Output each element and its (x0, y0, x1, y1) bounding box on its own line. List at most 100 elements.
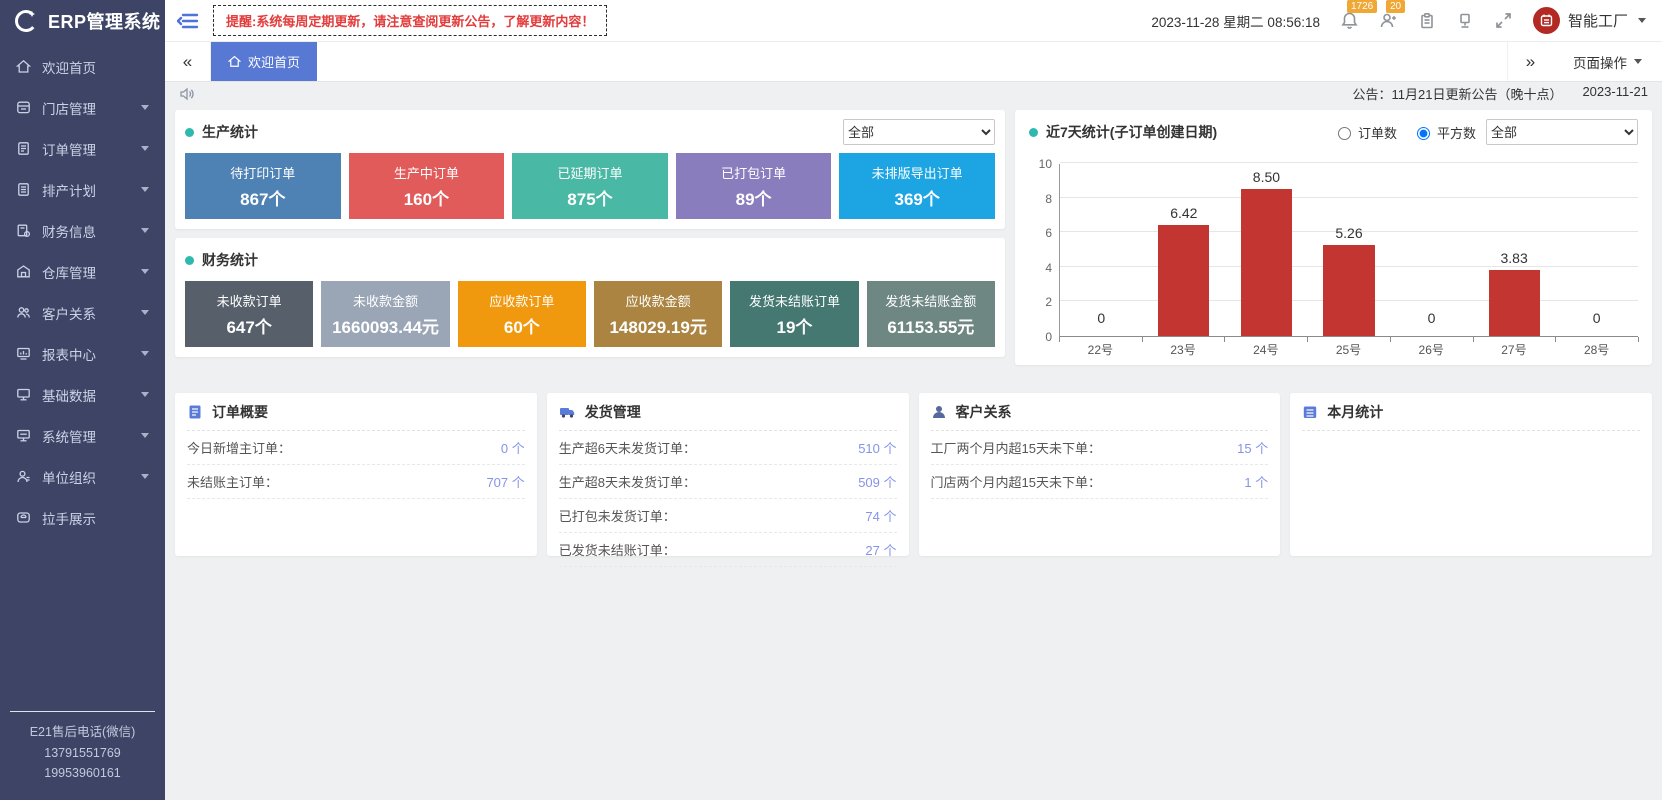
sidebar-item-orders[interactable]: 订单管理 (0, 128, 165, 169)
sidebar-item-handle-display[interactable]: 拉手展示 (0, 497, 165, 538)
chart-plot-area: 06.428.505.2603.830 (1059, 164, 1638, 337)
support-phone-2: 19953960161 (6, 763, 159, 784)
plan-icon (16, 182, 31, 197)
stat-card-shipped-unsettled-orders[interactable]: 发货未结账订单 19个 (730, 281, 858, 347)
x-tick-label: 22号 (1059, 341, 1142, 358)
stat-card-value: 61153.55元 (887, 313, 974, 338)
sidebar-item-organization[interactable]: 单位组织 (0, 456, 165, 497)
page-actions-dropdown[interactable]: 页面操作 (1553, 42, 1662, 81)
sidebar-item-finance[interactable]: 财务信息 (0, 210, 165, 251)
stat-card-receivable-orders[interactable]: 应收款订单 60个 (458, 281, 586, 347)
stat-card-label: 未收款订单 (217, 291, 282, 310)
production-filter-select[interactable]: 全部 (843, 119, 995, 145)
info-row: 生产超8天未发货订单： 509 个 (559, 465, 897, 499)
bar-slot: 0 (1555, 164, 1638, 336)
stat-card-unpaid-orders[interactable]: 未收款订单 647个 (185, 281, 313, 347)
warehouse-icon (16, 264, 31, 279)
stat-card-label: 应收款金额 (626, 291, 691, 310)
info-value[interactable]: 0 个 (501, 438, 525, 457)
info-value[interactable]: 707 个 (486, 472, 524, 491)
radio-order-count-input[interactable] (1338, 127, 1351, 140)
shop-icon (16, 100, 31, 115)
chevron-down-icon (141, 146, 149, 151)
sidebar-item-stores[interactable]: 门店管理 (0, 87, 165, 128)
radio-order-count[interactable]: 订单数 (1333, 123, 1397, 142)
stat-card-unpaid-amount[interactable]: 未收款金额 1660093.44元 (321, 281, 449, 347)
chevron-down-icon (141, 187, 149, 192)
notification-bell-icon[interactable]: 1726 (1340, 11, 1359, 30)
stat-card-packed[interactable]: 已打包订单 89个 (676, 153, 832, 219)
chart-x-axis: 22号23号24号25号26号27号28号 (1059, 337, 1638, 357)
user-menu[interactable]: 智能工厂 (1533, 7, 1646, 34)
bar-23号[interactable] (1158, 225, 1209, 336)
radio-square-count[interactable]: 平方数 (1412, 123, 1476, 142)
finance-stats-title: 财务统计 (202, 250, 258, 270)
bar-25号[interactable] (1323, 245, 1374, 336)
stat-card-label: 应收款订单 (489, 291, 554, 310)
tab-welcome-home[interactable]: 欢迎首页 (211, 42, 317, 81)
info-value[interactable]: 509 个 (858, 472, 896, 491)
stat-card-value: 148029.19元 (609, 313, 706, 338)
bar-value-label: 0 (1060, 310, 1143, 326)
stat-card-in-production[interactable]: 生产中订单 160个 (349, 153, 505, 219)
radio-square-count-input[interactable] (1417, 127, 1430, 140)
stat-card-label: 已打包订单 (721, 163, 786, 182)
announcement-text[interactable]: 公告：11月21日更新公告（晚十点） (1352, 84, 1562, 103)
x-tick-mark (1473, 337, 1474, 342)
chart-filter-select[interactable]: 全部 (1486, 119, 1638, 145)
support-phone-1: 13791551769 (6, 743, 159, 764)
sidebar-collapse-icon[interactable] (177, 12, 199, 30)
sidebar-item-system[interactable]: 系统管理 (0, 415, 165, 456)
info-value[interactable]: 74 个 (865, 506, 896, 525)
info-label: 生产超6天未发货订单： (559, 438, 696, 457)
tab-scroll-right-icon[interactable]: » (1507, 42, 1553, 81)
finance-icon (16, 223, 31, 238)
stat-card-unscheduled-export[interactable]: 未排版导出订单 369个 (839, 153, 995, 219)
info-value[interactable]: 27 个 (865, 540, 896, 559)
sidebar-item-label: 基础数据 (42, 385, 96, 405)
sidebar-item-production-plan[interactable]: 排产计划 (0, 169, 165, 210)
info-value[interactable]: 510 个 (858, 438, 896, 457)
sidebar-item-warehouse[interactable]: 仓库管理 (0, 251, 165, 292)
bar-slot: 5.26 (1308, 164, 1391, 336)
device-print-icon[interactable] (1456, 12, 1474, 30)
stat-card-shipped-unsettled-amount[interactable]: 发货未结账金额 61153.55元 (867, 281, 995, 347)
info-value[interactable]: 1 个 (1244, 472, 1268, 491)
stat-card-delayed[interactable]: 已延期订单 875个 (512, 153, 668, 219)
bar-27号[interactable] (1489, 270, 1540, 336)
stat-card-to-print[interactable]: 待打印订单 867个 (185, 153, 341, 219)
x-tick-label: 24号 (1224, 341, 1307, 358)
message-user-icon[interactable]: 20 (1379, 11, 1398, 30)
sidebar-item-home[interactable]: 欢迎首页 (0, 46, 165, 87)
sidebar-item-customers[interactable]: 客户关系 (0, 292, 165, 333)
x-tick-label: 27号 (1473, 341, 1556, 358)
order-summary-panel: 订单概要 今日新增主订单： 0 个 未结账主订单： 707 个 (175, 393, 537, 556)
sidebar-item-reports[interactable]: 报表中心 (0, 333, 165, 374)
info-label: 未结账主订单： (187, 472, 278, 491)
sidebar-item-base-data[interactable]: 基础数据 (0, 374, 165, 415)
chevron-down-icon (141, 392, 149, 397)
stat-card-receivable-amount[interactable]: 应收款金额 148029.19元 (594, 281, 722, 347)
info-value[interactable]: 15 个 (1237, 438, 1268, 457)
tab-scroll-left-icon[interactable]: « (165, 42, 211, 81)
sidebar-item-label: 财务信息 (42, 221, 96, 241)
sidebar-footer: E21售后电话(微信) 13791551769 19953960161 (0, 712, 165, 800)
clipboard-icon[interactable] (1418, 12, 1436, 30)
info-label: 已发货未结账订单： (559, 540, 676, 559)
monthly-stats-panel: 本月统计 (1290, 393, 1652, 556)
info-row: 未结账主订单： 707 个 (187, 465, 525, 499)
fullscreen-icon[interactable] (1494, 11, 1513, 30)
org-icon (16, 469, 31, 484)
chevron-down-icon (141, 228, 149, 233)
system-icon (16, 428, 31, 443)
bar-24号[interactable] (1241, 189, 1292, 336)
y-tick-label: 2 (1045, 295, 1052, 309)
production-stats-title: 生产统计 (202, 122, 258, 142)
info-row: 生产超6天未发货订单： 510 个 (559, 431, 897, 465)
sidebar-item-label: 系统管理 (42, 426, 96, 446)
x-tick-mark (1224, 337, 1225, 342)
report-icon (16, 346, 31, 361)
weekly-chart-panel: 近7天统计(子订单创建日期) 订单数 平方数 (1015, 110, 1652, 365)
bar-value-label: 8.50 (1225, 169, 1308, 185)
speaker-icon[interactable] (179, 86, 195, 102)
